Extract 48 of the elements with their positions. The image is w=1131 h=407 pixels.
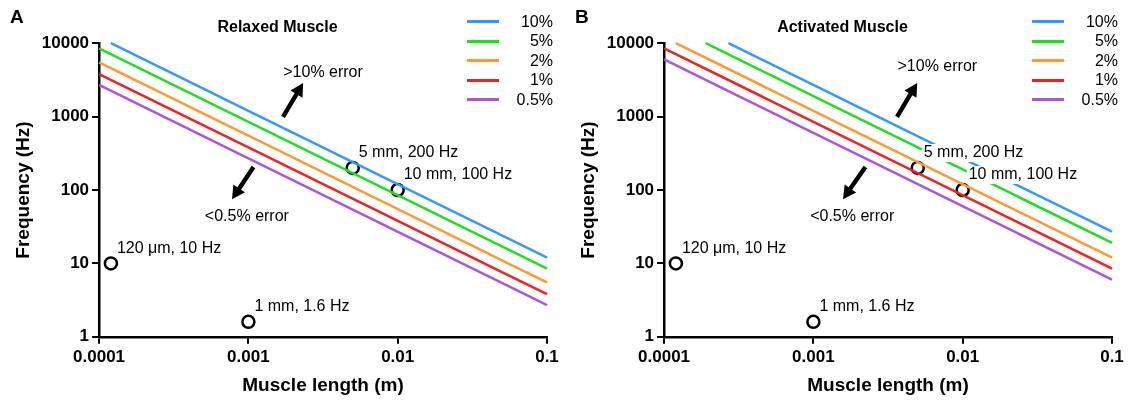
legend-label: 2% [528,51,553,70]
annotation: 5 mm, 200 Hz [923,143,1024,161]
text: A [10,6,24,28]
legend-label: 5% [528,32,553,51]
annotation: 5 mm, 200 Hz [358,143,459,161]
legend-label: 1% [528,71,553,90]
annotation: >10% error [283,62,364,80]
x-axis-title: Muscle length (m) [807,373,969,395]
legend-label: 1% [1093,71,1118,90]
annotation: 120 μm, 10 Hz [681,238,787,256]
annotation: 120 μm, 10 Hz [116,238,222,256]
x-tick-label: 0.01 [381,346,415,366]
y-tick-label: 10000 [41,32,90,52]
y-tick-label: 100 [60,179,90,199]
annotation: <0.5% error [810,206,895,224]
chart-title: Activated Muscle [777,18,908,36]
legend-label: 10% [519,12,553,31]
y-axis-title: Frequency (Hz) [11,121,33,259]
legend-label: 2% [1093,51,1118,70]
x-tick-label: 0.001 [227,346,270,366]
text: B [575,6,589,28]
y-tick-label: 1000 [51,106,90,126]
legend-label: 0.5% [1080,90,1118,109]
annotation: >10% error [897,57,978,75]
x-tick-label: 0.0001 [638,346,691,366]
y-tick-label: 10 [635,253,655,273]
x-tick-label: 0.1 [535,346,559,366]
x-tick-label: 0.1 [1100,346,1124,366]
y-tick-label: 100 [625,179,655,199]
y-tick-label: 10 [70,253,90,273]
annotation: 1 mm, 1.6 Hz [819,297,915,315]
y-tick-label: 1 [79,326,90,346]
x-tick-label: 0.0001 [73,346,126,366]
y-axis-title: Frequency (Hz) [576,121,598,259]
annotation: 1 mm, 1.6 Hz [254,297,350,315]
annotation: <0.5% error [204,206,290,224]
annotation: 10 mm, 100 Hz [403,165,513,183]
legend-label: 0.5% [515,90,553,109]
y-tick-label: 1000 [616,106,655,126]
y-tick-label: 1 [644,326,655,346]
y-tick-label: 10000 [606,32,655,52]
x-tick-label: 0.01 [946,346,980,366]
legend-label: 10% [1084,12,1118,31]
x-axis-title: Muscle length (m) [242,373,404,395]
annotation: 10 mm, 100 Hz [968,165,1078,183]
legend-label: 5% [1093,32,1118,51]
x-tick-label: 0.001 [792,346,835,366]
chart-title: Relaxed Muscle [217,18,338,36]
